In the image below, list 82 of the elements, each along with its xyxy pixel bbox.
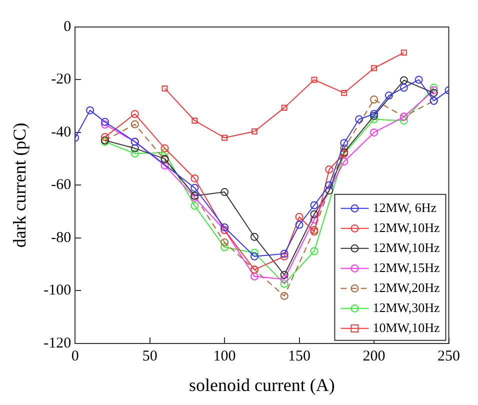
point xyxy=(220,238,229,246)
x-tick-label: 50 xyxy=(142,348,158,364)
legend-label: 10MW,10Hz xyxy=(372,320,440,335)
legend-label: 12MW,10Hz xyxy=(372,240,440,255)
point xyxy=(325,165,334,174)
x-axis-title: solenoid current (A) xyxy=(188,374,335,395)
legend-label: 12MW,20Hz xyxy=(372,280,440,295)
point xyxy=(100,132,109,141)
point xyxy=(251,128,258,134)
point xyxy=(340,157,348,166)
point xyxy=(384,92,393,100)
x-tick-label: 150 xyxy=(288,348,311,364)
point xyxy=(430,86,438,94)
point xyxy=(325,186,334,194)
point xyxy=(160,148,169,157)
point xyxy=(220,188,229,196)
point xyxy=(280,250,288,258)
x-tick-label: 100 xyxy=(213,348,236,364)
point xyxy=(341,90,348,96)
point xyxy=(130,144,139,152)
point xyxy=(310,210,318,218)
point xyxy=(400,84,408,92)
point xyxy=(250,252,258,260)
point xyxy=(192,118,198,124)
point xyxy=(340,139,348,148)
x-tick-label: 200 xyxy=(362,348,386,364)
point xyxy=(370,128,378,136)
x-tick-label: 250 xyxy=(438,348,460,364)
point xyxy=(162,85,168,92)
point xyxy=(310,201,318,210)
legend-label: 12MW,10Hz xyxy=(372,220,440,235)
point xyxy=(310,247,318,256)
point xyxy=(280,252,288,260)
point xyxy=(190,184,199,192)
point xyxy=(190,202,199,210)
point xyxy=(220,243,229,252)
y-tick-label: -80 xyxy=(51,230,72,246)
point xyxy=(250,248,258,257)
point xyxy=(400,76,408,84)
point xyxy=(160,144,169,152)
point xyxy=(371,65,377,72)
point xyxy=(325,181,334,190)
point xyxy=(370,115,378,124)
point xyxy=(160,161,169,170)
point xyxy=(400,116,408,125)
legend-label: 12MW, 6Hz xyxy=(372,200,437,215)
point xyxy=(280,292,288,300)
point xyxy=(190,174,199,182)
y-tick-label: 0 xyxy=(64,18,72,35)
point xyxy=(86,106,94,114)
point xyxy=(430,88,438,97)
point xyxy=(370,96,378,104)
point xyxy=(130,120,139,128)
y-tick-label: -40 xyxy=(51,124,72,140)
y-tick-label: -20 xyxy=(51,72,72,88)
point xyxy=(295,212,304,221)
point xyxy=(310,215,318,224)
point xyxy=(130,110,139,118)
legend-label: 12MW,30Hz xyxy=(372,300,440,315)
point xyxy=(280,270,288,279)
point xyxy=(280,275,288,284)
point xyxy=(250,232,258,241)
point xyxy=(295,220,304,229)
point xyxy=(100,118,109,126)
point xyxy=(130,150,139,158)
point xyxy=(430,84,438,92)
y-tick-label: -120 xyxy=(44,335,72,352)
point xyxy=(220,223,229,232)
point xyxy=(222,134,228,141)
point xyxy=(355,115,364,124)
point xyxy=(340,144,348,152)
point xyxy=(414,76,423,84)
y-axis-title: dark current (pC) xyxy=(10,122,30,248)
point xyxy=(311,76,318,83)
point xyxy=(100,120,109,129)
point xyxy=(400,50,407,56)
point xyxy=(281,104,288,111)
point xyxy=(250,272,258,280)
legend-label: 12MW,15Hz xyxy=(372,260,440,275)
y-tick-label: -60 xyxy=(51,177,72,194)
y-tick-label: -100 xyxy=(44,282,72,299)
point xyxy=(280,280,288,288)
